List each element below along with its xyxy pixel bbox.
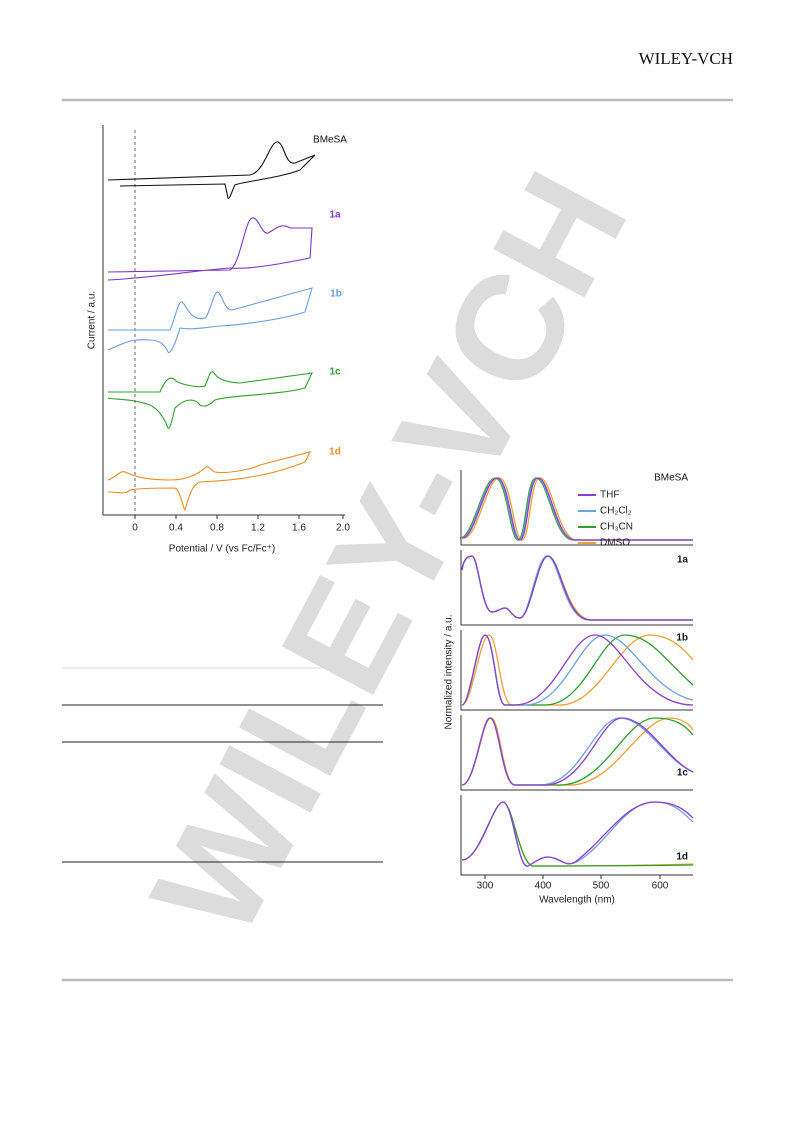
series-label: BMeSA — [313, 135, 347, 146]
x-tick-label: 300 — [477, 881, 494, 892]
panel-label: 1a — [677, 555, 689, 566]
panel-label: 1b — [676, 633, 688, 644]
brand: WILEY-VCH — [639, 49, 733, 68]
cv-curve — [107, 287, 313, 354]
panel-label: 1c — [677, 768, 689, 779]
panel-frames — [460, 470, 693, 879]
spectrum — [461, 555, 693, 621]
x-tick-label: 0.4 — [169, 523, 183, 534]
x-tick-label: 0 — [132, 523, 138, 534]
y-axis-title: Current / a.u. — [87, 291, 98, 349]
x-axis-title: Potential / V (vs Fc/Fc⁺) — [169, 544, 275, 555]
x-tick-label: 400 — [535, 881, 552, 892]
series-label: 1d — [329, 447, 341, 458]
x-tick-label: 500 — [593, 881, 610, 892]
spectrum — [461, 801, 694, 867]
spectrum — [461, 477, 693, 541]
series-label: 1a — [329, 210, 341, 221]
cv-curve — [107, 141, 316, 199]
panel-label: 1d — [676, 852, 688, 863]
spectrum — [463, 477, 693, 541]
x-tick-label: 600 — [652, 881, 669, 892]
x-ticks — [134, 515, 344, 519]
panel-label: BMeSA — [654, 473, 688, 484]
spectrum — [461, 801, 694, 867]
spectrum — [461, 717, 694, 786]
cv-curve — [107, 371, 313, 429]
series-label: 1c — [329, 367, 341, 378]
legend-label: THF — [600, 490, 619, 501]
x-axis-title: Wavelength (nm) — [539, 895, 615, 906]
legend-label: DMSO — [600, 538, 630, 549]
spectrum — [461, 634, 694, 706]
x-tick-label: 2.0 — [336, 523, 350, 534]
legend: THF CH₂Cl₂ CH₃CN DMSO — [578, 490, 633, 549]
x-tick-label: 1.6 — [292, 523, 306, 534]
cv-curve — [107, 217, 313, 281]
x-tick-label: 1.2 — [251, 523, 265, 534]
legend-label: CH₂Cl₂ — [600, 506, 632, 517]
spectra-figure: 300 400 500 600 Wavelength (nm) Normaliz… — [444, 470, 694, 906]
x-tick-label: 0.8 — [210, 523, 224, 534]
spectrum — [461, 801, 694, 867]
table — [62, 667, 383, 863]
legend-label: CH₃CN — [600, 522, 633, 533]
y-axis-title: Normalized intensity / a.u. — [444, 614, 455, 729]
cv-curve — [107, 451, 312, 512]
cv-figure: 0 0.4 0.8 1.2 1.6 2.0 Potential / V (vs … — [87, 125, 350, 555]
spectrum — [461, 717, 694, 786]
spectrum — [461, 801, 694, 867]
series-label: 1b — [330, 289, 342, 300]
